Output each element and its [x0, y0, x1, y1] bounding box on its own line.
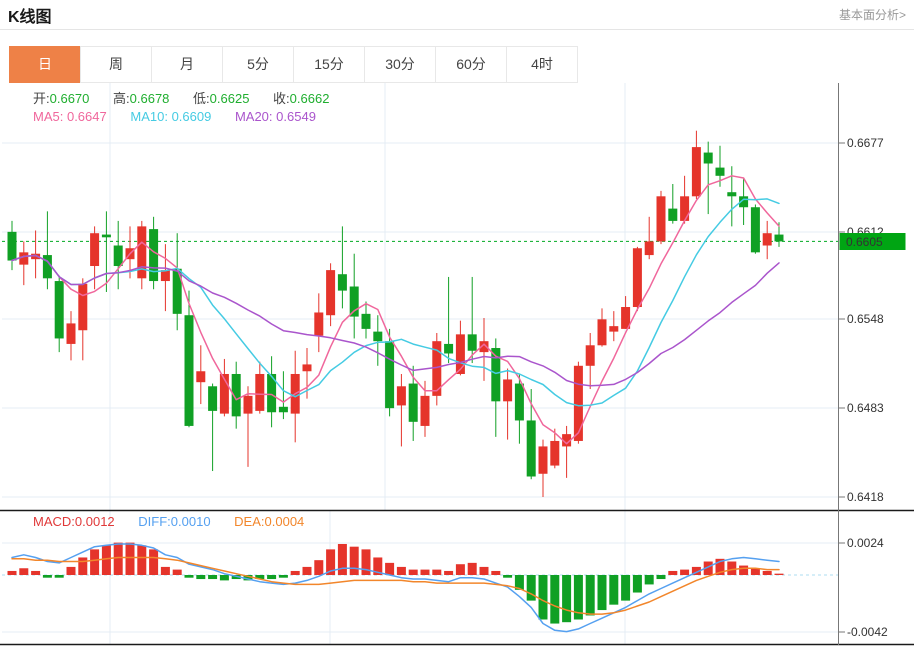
ma5-label: MA5: — [33, 109, 64, 124]
macd-lines-layer — [11, 543, 780, 633]
tab-4hour[interactable]: 4时 — [506, 46, 578, 83]
macd-legend: MACD:0.0012 DIFF:0.0010 DEA:0.0004 — [33, 514, 324, 529]
tab-60min[interactable]: 60分 — [435, 46, 507, 83]
high-label: 高: — [113, 91, 130, 106]
low-label: 低: — [193, 91, 210, 106]
diff-value: 0.0010 — [170, 514, 211, 529]
low-value: 0.6625 — [209, 91, 250, 106]
kline-chart-canvas[interactable]: 0.6677 0.6612 0.6548 0.6483 0.6418 0.002… — [0, 83, 914, 646]
price-axis-label: 0.6483 — [847, 401, 884, 415]
fundamental-analysis-link[interactable]: 基本面分析> — [838, 8, 906, 22]
current-price-value: 0.6605 — [846, 235, 883, 249]
dea-value: 0.0004 — [264, 514, 305, 529]
ma20-label: MA20: — [234, 109, 273, 124]
price-axis-label: 0.6548 — [847, 312, 884, 326]
tab-month[interactable]: 月 — [151, 46, 223, 83]
high-value: 0.6678 — [129, 91, 170, 106]
page-title: K线图 — [8, 8, 52, 26]
ma20-value: 0.6549 — [276, 109, 316, 124]
macd-bars-layer — [7, 542, 784, 624]
page-header: K线图 基本面分析> — [0, 0, 914, 30]
current-price-badge: 0.6605 — [839, 233, 906, 250]
macd-axis-label: -0.0042 — [847, 625, 888, 639]
tab-5min[interactable]: 5分 — [222, 46, 294, 83]
macd-label: MACD: — [33, 514, 75, 529]
ohlc-legend: 开:0.6670 高:0.6678 低:0.6625 收:0.6662 — [33, 88, 349, 107]
ma10-value: 0.6609 — [171, 109, 212, 124]
price-axis: 0.6677 0.6612 0.6548 0.6483 0.6418 0.002… — [838, 136, 888, 639]
ma-lines-layer — [11, 175, 780, 445]
tab-30min[interactable]: 30分 — [364, 46, 436, 83]
tab-day[interactable]: 日 — [9, 46, 81, 83]
open-label: 开: — [33, 91, 50, 106]
price-axis-label: 0.6677 — [847, 136, 884, 150]
ma10-label: MA10: — [130, 109, 168, 124]
candles-layer — [2, 130, 838, 497]
dea-label: DEA: — [234, 514, 265, 529]
macd-axis-label: 0.0024 — [847, 536, 884, 550]
open-value: 0.6670 — [49, 91, 90, 106]
close-label: 收: — [273, 91, 290, 106]
close-value: 0.6662 — [289, 91, 330, 106]
ma5-value: 0.6647 — [66, 109, 107, 124]
ma-legend: MA5: 0.6647 MA10: 0.6609 MA20: 0.6549 — [33, 109, 336, 124]
diff-label: DIFF: — [138, 514, 171, 529]
price-axis-label: 0.6418 — [847, 490, 884, 504]
tab-week[interactable]: 周 — [80, 46, 152, 83]
kline-chart-area[interactable]: 开:0.6670 高:0.6678 低:0.6625 收:0.6662 MA5:… — [0, 83, 914, 646]
period-tabs: 日 周 月 5分 15分 30分 60分 4时 — [9, 46, 914, 83]
tab-15min[interactable]: 15分 — [293, 46, 365, 83]
macd-value: 0.0012 — [74, 514, 115, 529]
